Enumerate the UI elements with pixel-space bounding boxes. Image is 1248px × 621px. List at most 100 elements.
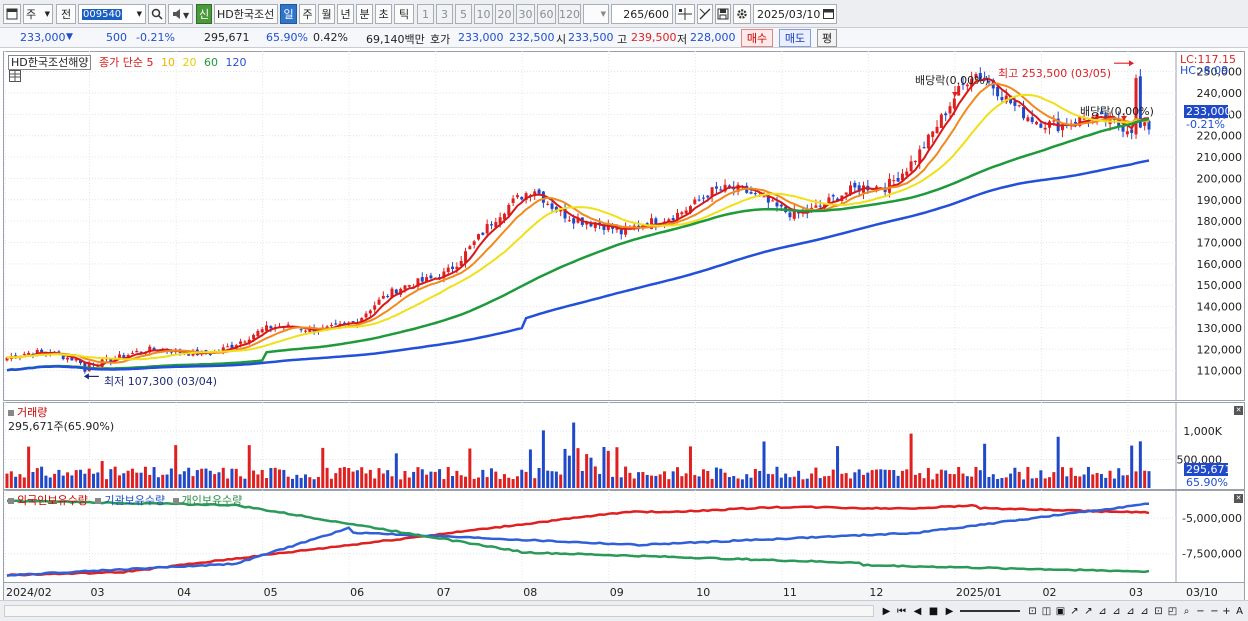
scroll-track[interactable] bbox=[4, 605, 874, 617]
volume-bar bbox=[870, 470, 874, 488]
zoom-out-icon[interactable]: − bbox=[1210, 605, 1219, 617]
chart-area[interactable]: 110,000 120,000 130,000 140,000 150,000 160,0… bbox=[0, 49, 1248, 621]
credit-badge: 신 bbox=[196, 4, 212, 24]
scroll-next-icon[interactable]: ▶ bbox=[945, 605, 954, 617]
buy-button[interactable]: 매수 bbox=[741, 29, 773, 47]
volume-bar bbox=[295, 474, 299, 488]
save-icon[interactable] bbox=[715, 4, 731, 24]
volume-bar bbox=[230, 468, 234, 488]
bar-count: 265 bbox=[623, 7, 645, 21]
candle-body bbox=[853, 182, 857, 188]
scroll-prev-icon[interactable]: ◀ bbox=[913, 605, 922, 617]
chevron-down-icon: ▼ bbox=[44, 10, 50, 18]
candle-body bbox=[381, 295, 385, 299]
volume-bar bbox=[234, 468, 238, 488]
candle-body bbox=[394, 289, 398, 294]
volume-bar bbox=[22, 477, 26, 488]
volume-bar bbox=[658, 474, 662, 488]
period-day[interactable]: 일 bbox=[280, 4, 297, 24]
volume-bar bbox=[169, 468, 173, 488]
period-tick[interactable]: 틱 bbox=[394, 4, 414, 24]
interval-1[interactable]: 1 bbox=[417, 4, 434, 24]
stock-code-input[interactable]: 009540 ▼ bbox=[78, 4, 146, 24]
chart-type-icon[interactable]: ◫ bbox=[1041, 605, 1052, 617]
line-tool-icon[interactable]: ↗ bbox=[1084, 605, 1093, 617]
scroll-first-icon[interactable]: ⏮ bbox=[897, 605, 906, 617]
zoom-out-icon[interactable]: − bbox=[1196, 605, 1205, 617]
window-icon[interactable]: ◰ bbox=[1167, 605, 1178, 617]
volume-bar bbox=[446, 467, 450, 488]
period-year[interactable]: 년 bbox=[337, 4, 354, 24]
fib-tool-icon[interactable]: ⊿ bbox=[1098, 605, 1107, 617]
crosshair-icon[interactable] bbox=[675, 4, 695, 24]
period-month[interactable]: 월 bbox=[318, 4, 335, 24]
period-second[interactable]: 초 bbox=[375, 4, 392, 24]
period-week[interactable]: 주 bbox=[299, 4, 316, 24]
interval-20[interactable]: 20 bbox=[495, 4, 514, 24]
interval-3[interactable]: 3 bbox=[436, 4, 453, 24]
volume-bar bbox=[723, 472, 727, 488]
line-tool-icon[interactable]: ↗ bbox=[1070, 605, 1079, 617]
scroll-right-icon[interactable]: ▶ bbox=[882, 605, 891, 617]
draw-tool-icon[interactable] bbox=[697, 4, 713, 24]
chart-canvas[interactable]: 110,000 120,000 130,000 140,000 150,000 160,0… bbox=[0, 49, 1248, 601]
market-select[interactable]: 주 ▼ bbox=[23, 4, 53, 24]
volume-bar bbox=[559, 474, 563, 488]
zoom-in-icon[interactable]: + bbox=[1222, 605, 1231, 617]
pattern-tool-icon[interactable]: ⊿ bbox=[1112, 605, 1121, 617]
font-size-icon[interactable]: A bbox=[1236, 605, 1243, 617]
volume-bar bbox=[438, 469, 442, 488]
volume-bar bbox=[918, 473, 922, 488]
candle-body bbox=[221, 347, 225, 353]
low-arrow-icon bbox=[83, 373, 89, 380]
down-arrow-icon: ▼ bbox=[66, 32, 73, 42]
scroll-stop-icon[interactable]: ■ bbox=[928, 605, 939, 617]
candle-body bbox=[351, 321, 355, 323]
gear-icon[interactable] bbox=[733, 4, 751, 24]
close-icon[interactable]: ✕ bbox=[1234, 406, 1243, 415]
volume-bar bbox=[1056, 436, 1060, 488]
interval-60[interactable]: 60 bbox=[537, 4, 556, 24]
period-minute[interactable]: 분 bbox=[356, 4, 373, 24]
volume-bar bbox=[1000, 477, 1004, 488]
interval-10[interactable]: 10 bbox=[474, 4, 493, 24]
x-tick-label: 11 bbox=[783, 586, 797, 599]
volume-bar bbox=[572, 422, 576, 488]
candle-body bbox=[970, 78, 974, 87]
candle-body bbox=[1073, 121, 1077, 124]
legend-marker-icon bbox=[8, 498, 14, 504]
close-icon[interactable]: ✕ bbox=[1234, 494, 1243, 503]
high-label: 고 bbox=[617, 33, 628, 46]
interval-5[interactable]: 5 bbox=[455, 4, 472, 24]
volume-bar bbox=[797, 470, 801, 488]
volume-bar bbox=[407, 477, 411, 488]
search-icon[interactable] bbox=[148, 4, 166, 24]
date-input[interactable]: 2025/03/10 bbox=[753, 4, 837, 24]
zoom-fit-icon[interactable]: ⊡ bbox=[1028, 605, 1037, 617]
evaluation-button[interactable]: 평 bbox=[817, 29, 837, 47]
interval-120[interactable]: 120 bbox=[558, 4, 581, 24]
zoom-slider[interactable] bbox=[960, 610, 1020, 612]
candle-body bbox=[1121, 126, 1125, 132]
volume-bar bbox=[991, 474, 995, 488]
volume-panel-title: 거래량 bbox=[17, 406, 48, 419]
sell-button[interactable]: 매도 bbox=[779, 29, 811, 47]
sound-icon[interactable]: ▼ bbox=[168, 4, 193, 24]
bar-count-input[interactable]: 265/600 bbox=[611, 4, 673, 24]
y-tick-label: 240,000 bbox=[1197, 87, 1243, 100]
interval-dropdown[interactable]: ▼ bbox=[583, 4, 609, 24]
chart-scrollbar[interactable]: ▶ ⏮ ◀ ■ ▶ ⊡ ◫ ▣ ↗ ↗ ⊿ ⊿ ⊿ ⊿ ⊡ ◰ ⌕ − − + … bbox=[0, 600, 1248, 621]
prev-button[interactable]: 전 bbox=[56, 4, 76, 24]
interval-30[interactable]: 30 bbox=[516, 4, 535, 24]
volume-bar bbox=[550, 471, 554, 488]
chart-layout-icon[interactable]: ▣ bbox=[1055, 605, 1066, 617]
x-tick-label: 07 bbox=[437, 586, 451, 599]
window-menu-icon[interactable] bbox=[3, 4, 21, 24]
calendar-icon[interactable] bbox=[823, 8, 834, 22]
triangle-tool-icon[interactable]: ⊿ bbox=[1140, 605, 1149, 617]
search-icon[interactable]: ⌕ bbox=[1183, 605, 1190, 617]
channel-tool-icon[interactable]: ⊿ bbox=[1126, 605, 1135, 617]
table-toggle-icon[interactable] bbox=[9, 70, 21, 82]
compare-icon[interactable]: ⊡ bbox=[1154, 605, 1163, 617]
volume-bar bbox=[740, 479, 744, 488]
